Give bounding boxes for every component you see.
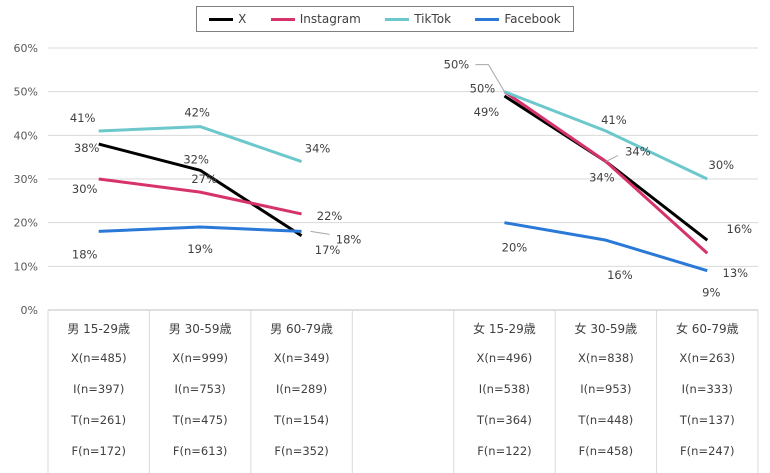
data-label-x: 38% [74, 141, 100, 155]
sample-size-label: I(n=753) [175, 382, 226, 396]
sample-size-label: T(n=475) [172, 413, 228, 427]
legend-item-instagram: Instagram [270, 12, 361, 26]
sample-size-label: X(n=999) [172, 351, 228, 365]
sample-size-label: X(n=263) [679, 351, 735, 365]
sample-size-label: T(n=261) [70, 413, 126, 427]
data-label-facebook: 20% [502, 241, 528, 255]
sample-size-label: X(n=838) [578, 351, 634, 365]
y-tick-label: 20% [14, 217, 38, 230]
category-label: 男 60-79歳 [270, 322, 333, 336]
leader-line [475, 64, 505, 92]
category-label: 女 60-79歳 [676, 321, 739, 336]
data-label-facebook: 16% [607, 268, 633, 282]
data-label-instagram: 34% [589, 171, 615, 185]
legend: X Instagram TikTok Facebook [196, 6, 574, 32]
sample-size-label: X(n=496) [477, 351, 533, 365]
data-labels: 38% 32% 17% 49% 34% 16% 30% 27% 22% 50% 34% 13% 41% 4… [70, 58, 752, 300]
y-axis: 0% 10% 20% 30% 40% 50% 60% [14, 42, 38, 317]
sample-size-label: X(n=349) [274, 351, 330, 365]
data-label-tiktok: 41% [601, 113, 627, 127]
sample-size-label: F(n=613) [173, 444, 227, 458]
legend-swatch [209, 17, 234, 21]
sample-size-label: I(n=289) [276, 382, 327, 396]
leader-line [605, 155, 619, 162]
series-line-tiktok [503, 90, 708, 181]
data-label-tiktok: 34% [305, 142, 331, 156]
data-label-instagram: 50% [470, 82, 496, 96]
data-label-x: 32% [183, 152, 209, 166]
sample-size-label: F(n=172) [71, 444, 125, 458]
sample-size-label: I(n=538) [479, 382, 530, 396]
leader-line [310, 230, 330, 235]
sample-size-label: F(n=122) [477, 444, 531, 458]
data-label-x: 34% [625, 145, 651, 159]
series-line-facebook [504, 221, 708, 273]
legend-label: Instagram [299, 12, 361, 26]
sample-size-label: I(n=397) [73, 382, 124, 396]
series-line-facebook [98, 225, 302, 233]
data-label-x: 17% [315, 243, 341, 257]
data-label-instagram: 22% [317, 209, 343, 223]
legend-label: X [238, 12, 247, 26]
data-label-facebook: 18% [72, 247, 98, 261]
legend-label: Facebook [504, 12, 561, 26]
data-label-instagram: 27% [191, 172, 217, 186]
sample-size-label: F(n=247) [680, 444, 734, 458]
y-tick-label: 0% [21, 304, 38, 317]
series-line-x [98, 142, 303, 238]
legend-label: TikTok [414, 12, 452, 26]
sample-size-label: F(n=458) [579, 444, 633, 458]
category-label: 男 15-29歳 [67, 322, 130, 336]
category-label: 女 30-59歳 [575, 321, 638, 336]
sample-size-label: X(n=485) [71, 351, 127, 365]
data-label-facebook: 18% [336, 232, 362, 246]
data-label-x: 16% [727, 222, 753, 236]
category-label: 男 30-59歳 [169, 322, 232, 336]
y-tick-label: 60% [14, 42, 38, 55]
category-label: 女 15-29歳 [473, 321, 536, 336]
data-label-tiktok: 42% [184, 106, 210, 120]
sample-size-label: T(n=154) [273, 413, 329, 427]
legend-item-facebook: Facebook [475, 12, 561, 26]
y-tick-label: 50% [14, 86, 38, 99]
gridlines [48, 47, 758, 311]
data-label-facebook: 19% [187, 242, 213, 256]
y-tick-label: 40% [14, 129, 38, 142]
sample-size-label: I(n=953) [580, 382, 631, 396]
sample-size-label: I(n=333) [682, 382, 733, 396]
legend-item-x: X [209, 12, 246, 26]
data-label-instagram: 30% [72, 182, 98, 196]
data-label-x: 49% [474, 105, 500, 119]
y-tick-label: 10% [14, 260, 38, 273]
legend-item-tiktok: TikTok [385, 12, 451, 26]
sample-size-label: T(n=137) [679, 413, 735, 427]
sample-size-label: T(n=364) [476, 413, 532, 427]
series-line-instagram [98, 177, 302, 216]
data-label-tiktok: 30% [709, 158, 735, 172]
series-line-tiktok [98, 125, 303, 163]
data-label-instagram: 13% [723, 266, 749, 280]
data-label-tiktok: 41% [70, 111, 96, 125]
category-table: 男 15-29歳 男 30-59歳 男 60-79歳 女 15-29歳 女 30-59歳… [47, 310, 759, 473]
y-tick-label: 30% [14, 173, 38, 186]
legend-swatch [270, 17, 295, 21]
data-label-tiktok: 50% [444, 58, 470, 72]
legend-swatch [475, 17, 500, 21]
sample-size-label: T(n=448) [577, 413, 633, 427]
sample-size-label: F(n=352) [274, 444, 328, 458]
legend-swatch [385, 17, 410, 21]
data-label-facebook: 9% [702, 286, 720, 300]
